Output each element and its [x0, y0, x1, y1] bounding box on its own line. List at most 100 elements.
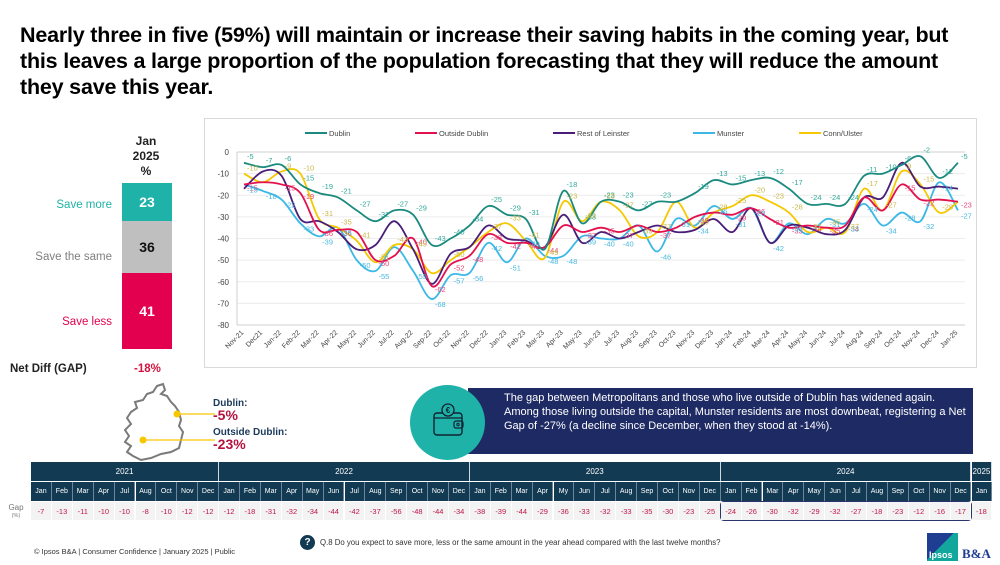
y-tick-label: -70: [217, 299, 229, 308]
insight-callout: [468, 388, 973, 454]
x-tick-label: Jan-23: [488, 329, 508, 349]
gap-month: Jul: [344, 482, 366, 501]
gap-value: -10: [156, 502, 178, 520]
gap-month: Jan: [219, 482, 240, 501]
data-label: -36: [322, 229, 333, 238]
question-text: Q.8 Do you expect to save more, less or …: [320, 538, 721, 547]
bar-header-unit: %: [140, 164, 152, 178]
legend-label: Munster: [717, 129, 745, 138]
data-label: -12: [773, 167, 784, 176]
x-tick-label: Nov-21: [224, 329, 245, 350]
data-label: -41: [529, 231, 540, 240]
data-label: -35: [829, 227, 840, 236]
survey-question: ? Q.8 Do you expect to save more, less o…: [300, 535, 720, 550]
gap-month: Jul: [114, 482, 136, 501]
data-label: -29: [416, 204, 427, 213]
x-tick-label: Sep-22: [412, 329, 433, 350]
data-label: -15: [303, 173, 314, 182]
net-diff-label: Net Diff (GAP): [10, 363, 87, 375]
gap-month: Jun: [323, 482, 345, 501]
gap-year-2023: 2023: [469, 462, 721, 481]
ipsos-logo-text: Ipsos: [929, 550, 953, 560]
data-label: -50: [379, 259, 390, 268]
data-label: -25: [736, 196, 747, 205]
gap-year-2025: 2025: [971, 462, 993, 481]
data-label: -40: [604, 240, 615, 249]
gap-value: -37: [365, 502, 387, 520]
data-label: -29: [510, 204, 521, 213]
legend-label: Outside Dublin: [439, 129, 488, 138]
data-label: -28: [792, 203, 803, 212]
data-label: -29: [736, 214, 747, 223]
data-label: -32: [379, 210, 390, 219]
bar-header-month: Jan: [135, 134, 157, 148]
gap-value: -23: [887, 502, 909, 520]
gap-value: -44: [323, 502, 345, 520]
data-label: -40: [529, 240, 540, 249]
data-label: -35: [698, 218, 709, 227]
gap-month: Aug: [135, 482, 157, 501]
gap-value: -12: [198, 502, 220, 520]
wallet-euro-icon: €: [433, 403, 464, 436]
x-tick-label: Nov-24: [901, 329, 922, 350]
gap-value: -29: [532, 502, 554, 520]
gap-value: -33: [616, 502, 638, 520]
gap-month: Sep: [386, 482, 408, 501]
gap-month: Apr: [532, 482, 554, 501]
x-tick-label: Jan-22: [263, 329, 283, 349]
data-label: -32: [585, 211, 596, 220]
data-label: -10: [303, 164, 314, 173]
data-label: -27: [642, 199, 653, 208]
gap-value: -17: [950, 502, 972, 520]
y-tick-label: -20: [217, 191, 229, 200]
gap-month: My: [553, 482, 575, 501]
data-label: -37: [848, 222, 859, 231]
gap-month: May: [302, 482, 324, 501]
gap-month: Apr: [93, 482, 115, 501]
x-tick-label: Oct-23: [658, 329, 678, 349]
bar-header: Jan 2025 %: [118, 134, 174, 179]
x-tick-label: Dec-23: [694, 329, 715, 350]
callout-icon-circle: €: [410, 385, 485, 460]
data-label: -27: [886, 200, 897, 209]
gap-value: -42: [344, 502, 366, 520]
data-label: -25: [717, 207, 728, 216]
data-label: -5: [247, 152, 254, 161]
data-label: -34: [698, 227, 709, 236]
gap-month: Nov: [177, 482, 199, 501]
gap-value: -32: [783, 502, 805, 520]
x-tick-label: Dec-22: [469, 329, 490, 350]
data-label: -37: [491, 222, 502, 231]
data-label: -33: [510, 213, 521, 222]
gap-value: -56: [386, 502, 408, 520]
x-tick-label: Jan-25: [939, 329, 959, 349]
gap-value: -26: [741, 502, 763, 520]
data-label: -40: [416, 238, 427, 247]
data-label: -23: [773, 192, 784, 201]
gap-month: Dec: [449, 482, 470, 501]
data-label: -15: [247, 185, 258, 194]
gap-row-label: Gap (%): [3, 503, 29, 521]
data-label: -23: [961, 201, 972, 210]
data-label: -40: [623, 240, 634, 249]
gap-month: Feb: [51, 482, 73, 501]
x-tick-label: Nov-22: [450, 329, 471, 350]
data-label: -23: [604, 191, 615, 200]
y-tick-label: -50: [217, 256, 229, 265]
gap-year-2022: 2022: [219, 462, 470, 481]
data-label: -31: [773, 218, 784, 227]
gap-month: Sep: [637, 482, 658, 501]
data-label: -49: [548, 248, 559, 257]
x-tick-label: Mar-23: [525, 329, 546, 350]
gap-month: Oct: [156, 482, 178, 501]
x-tick-label: Feb-24: [732, 329, 753, 350]
x-tick-label: Aug-24: [845, 329, 866, 350]
data-label: -21: [341, 186, 352, 195]
map-outside-value: -23%: [213, 436, 246, 452]
bar-label-save-less: Save less: [62, 316, 112, 328]
data-label: -31: [829, 220, 840, 229]
gap-month: May: [804, 482, 826, 501]
gap-month: Jan: [469, 482, 491, 501]
gap-value: -44: [511, 502, 533, 520]
gap-value: -30: [658, 502, 679, 520]
